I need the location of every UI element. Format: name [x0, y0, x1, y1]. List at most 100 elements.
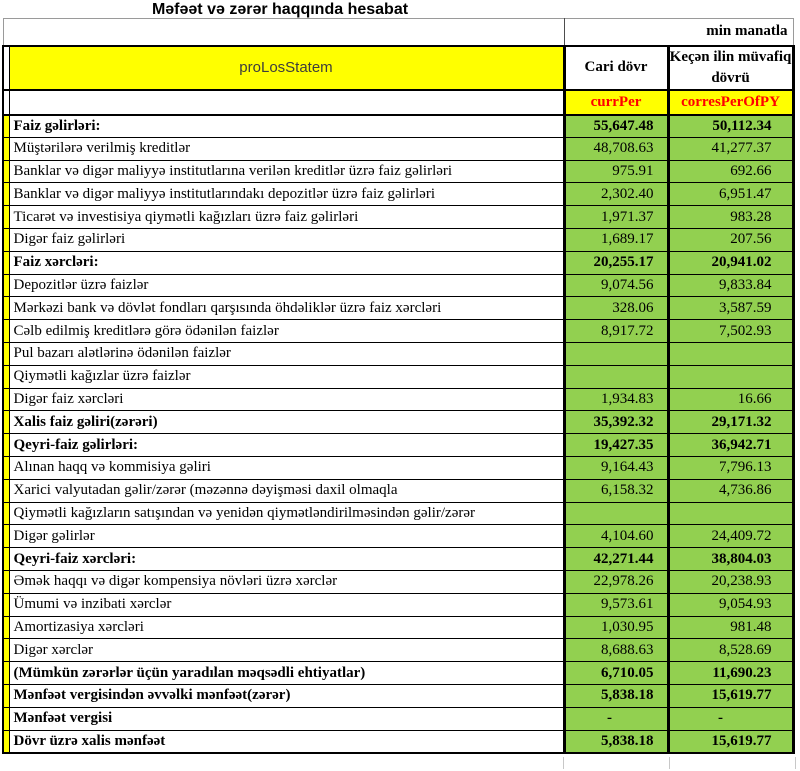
value-current-period[interactable]: 1,971.37 [564, 205, 670, 229]
row-label[interactable]: Xalis faiz gəliri(zərəri) [9, 410, 566, 434]
value-previous-period[interactable]: 983.28 [668, 205, 795, 229]
value-current-period[interactable]: 35,392.32 [564, 410, 670, 434]
value-current-period[interactable]: 5,838.18 [564, 729, 670, 754]
units-note[interactable]: min manatla [564, 18, 794, 46]
value-current-period[interactable] [564, 341, 670, 366]
row-label[interactable]: Ümumi və inzibati xərclər [9, 592, 566, 617]
col-header-previous-period[interactable]: Keçən ilin müvafiq dövrü [668, 44, 795, 91]
row-label[interactable]: Mənfəət vergisindən əvvəlki mənfəət(zərə… [9, 683, 566, 708]
row-label[interactable]: Ticarət və investisiya qiymətli kağızlar… [9, 205, 566, 229]
row-label[interactable]: Pul bazarı alətlərinə ödənilən faizlər [9, 341, 566, 366]
value-previous-period[interactable]: 20,238.93 [668, 569, 795, 594]
value-previous-period[interactable] [668, 364, 795, 389]
row-stub-cell [2, 114, 10, 138]
value-current-period[interactable]: 9,074.56 [564, 273, 670, 297]
value-previous-period[interactable]: 981.48 [668, 615, 795, 639]
value-current-period[interactable]: 48,708.63 [564, 136, 670, 161]
value-previous-period[interactable]: 3,587.59 [668, 296, 795, 320]
row-label[interactable]: Mərkəzi bank və dövlət fondları qarşısın… [9, 296, 566, 320]
row-label[interactable]: (Mümkün zərərlər üçün yaradılan məqsədli… [9, 661, 566, 685]
value-previous-period[interactable]: 9,833.84 [668, 273, 795, 297]
value-previous-period[interactable]: 6,951.47 [668, 182, 795, 206]
row-label[interactable]: Amortizasiya xərcləri [9, 615, 566, 639]
value-previous-period[interactable] [668, 341, 795, 366]
value-current-period[interactable]: 9,573.61 [564, 592, 670, 617]
row-label[interactable]: Qeyri-faiz xərcləri: [9, 547, 566, 571]
value-current-period[interactable]: 4,104.60 [564, 524, 670, 548]
row-label[interactable]: Digər faiz xərcləri [9, 387, 566, 411]
value-current-period[interactable]: 55,647.48 [564, 114, 670, 138]
value-previous-period[interactable]: 36,942.71 [668, 433, 795, 457]
value-previous-period[interactable]: 38,804.03 [668, 547, 795, 571]
value-previous-period[interactable]: 41,277.37 [668, 136, 795, 161]
value-current-period[interactable]: 8,917.72 [564, 319, 670, 343]
value-current-period[interactable]: 9,164.43 [564, 455, 670, 480]
row-label[interactable]: Banklar və digər maliyyə institutlarına … [9, 159, 566, 183]
table-row: Qiymətli kağızlar üzrə faizlər [2, 364, 795, 389]
table-row: Faiz gəlirləri: 55,647.48 50,112.34 [2, 114, 795, 138]
value-previous-period[interactable]: 16.66 [668, 387, 795, 411]
value-current-period[interactable]: 42,271.44 [564, 547, 670, 571]
row-stub-cell [2, 250, 10, 275]
row-label[interactable]: Digər xərclər [9, 638, 566, 662]
value-previous-period[interactable] [668, 501, 795, 525]
table-row: Ticarət və investisiya qiymətli kağızlar… [2, 205, 795, 229]
row-label[interactable]: Xarici valyutadan gəlir/zərər (məzənnə d… [9, 478, 566, 503]
value-previous-period[interactable]: 4,736.86 [668, 478, 795, 503]
value-current-period[interactable]: 8,688.63 [564, 638, 670, 662]
value-previous-period[interactable]: 15,619.77 [668, 729, 795, 754]
value-current-period[interactable]: 5,838.18 [564, 683, 670, 708]
value-previous-period[interactable]: 50,112.34 [668, 114, 795, 138]
row-label[interactable]: Alınan haqq və kommisiya gəliri [9, 455, 566, 480]
table-row: Digər xərclər 8,688.63 8,528.69 [2, 638, 795, 662]
row-label[interactable]: Depozitlər üzrə faizlər [9, 273, 566, 297]
value-previous-period[interactable]: 24,409.72 [668, 524, 795, 548]
page-title: Məfəət və zərər haqqında hesabat [151, 1, 409, 18]
value-previous-period[interactable]: 692.66 [668, 159, 795, 183]
row-label[interactable]: Mənfəət vergisi [9, 706, 566, 731]
row-label[interactable]: Qiymətli kağızlar üzrə faizlər [9, 364, 566, 389]
value-current-period[interactable] [564, 501, 670, 525]
code-header-current-period[interactable]: currPer [564, 89, 670, 116]
value-current-period[interactable]: 1,934.83 [564, 387, 670, 411]
row-label[interactable]: Qeyri-faiz gəlirləri: [9, 433, 566, 457]
row-label[interactable]: Qiymətli kağızların satışından və yenidə… [9, 501, 566, 525]
value-current-period[interactable]: - [564, 706, 670, 731]
row-label[interactable]: Əmək haqqı və digər kompensiya növləri ü… [9, 569, 566, 594]
value-previous-period[interactable]: 7,502.93 [668, 319, 795, 343]
row-label[interactable]: Dövr üzrə xalis mənfəət [9, 729, 566, 754]
value-current-period[interactable]: 20,255.17 [564, 250, 670, 275]
value-current-period[interactable]: 22,978.26 [564, 569, 670, 594]
row-label[interactable]: Banklar və digər maliyyə institutlarında… [9, 182, 566, 206]
value-previous-period[interactable]: 9,054.93 [668, 592, 795, 617]
col-header-current-period[interactable]: Cari dövr [564, 44, 670, 91]
value-previous-period[interactable]: 11,690.23 [668, 661, 795, 685]
row-label[interactable]: Cəlb edilmiş kreditlərə görə ödənilən fa… [9, 319, 566, 343]
code-header-previous-period[interactable]: corresPerOfPY [668, 89, 795, 116]
row-stub-cell [2, 729, 10, 754]
value-current-period[interactable]: 975.91 [564, 159, 670, 183]
value-previous-period[interactable]: 207.56 [668, 227, 795, 252]
value-current-period[interactable]: 1,689.17 [564, 227, 670, 252]
value-previous-period[interactable]: 7,796.13 [668, 455, 795, 480]
row-stub-cell [2, 592, 10, 617]
value-previous-period[interactable]: 8,528.69 [668, 638, 795, 662]
row-label[interactable]: Digər gəlirlər [9, 524, 566, 548]
row-label[interactable]: Müştərilərə verilmiş kreditlər [9, 136, 566, 161]
row-label[interactable]: Faiz gəlirləri: [9, 114, 566, 138]
value-previous-period[interactable]: 15,619.77 [668, 683, 795, 708]
value-current-period[interactable] [564, 364, 670, 389]
row-label[interactable]: Digər faiz gəlirləri [9, 227, 566, 252]
value-previous-period[interactable]: 29,171.32 [668, 410, 795, 434]
statement-name-cell[interactable]: proLosStatem [9, 44, 566, 91]
table-row: Qeyri-faiz gəlirləri: 19,427.35 36,942.71 [2, 433, 795, 457]
value-current-period[interactable]: 328.06 [564, 296, 670, 320]
value-current-period[interactable]: 6,710.05 [564, 661, 670, 685]
value-current-period[interactable]: 19,427.35 [564, 433, 670, 457]
row-label[interactable]: Faiz xərcləri: [9, 250, 566, 275]
value-previous-period[interactable]: - [668, 706, 795, 731]
value-previous-period[interactable]: 20,941.02 [668, 250, 795, 275]
value-current-period[interactable]: 6,158.32 [564, 478, 670, 503]
value-current-period[interactable]: 2,302.40 [564, 182, 670, 206]
value-current-period[interactable]: 1,030.95 [564, 615, 670, 639]
